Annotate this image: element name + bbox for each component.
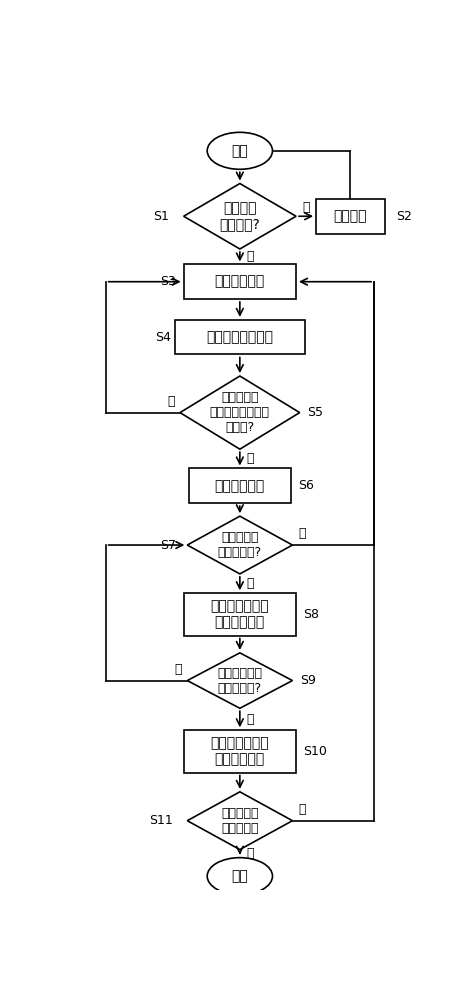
Text: 无线能量输送: 无线能量输送: [215, 275, 265, 289]
Text: 发出提示信息: 发出提示信息: [215, 479, 265, 493]
Text: 否: 否: [246, 577, 254, 590]
Text: S7: S7: [161, 539, 176, 552]
Text: 判断是否偏
离航线或已到达目
标机场?: 判断是否偏 离航线或已到达目 标机场?: [210, 391, 270, 434]
Text: 开始: 开始: [232, 144, 248, 158]
Text: S10: S10: [303, 745, 327, 758]
Bar: [316, 199, 385, 234]
Text: 判断飞机空间坐标: 判断飞机空间坐标: [206, 330, 273, 344]
Text: 判断是否降落
或恢复航线?: 判断是否降落 或恢复航线?: [217, 667, 263, 695]
Bar: [183, 593, 296, 636]
Bar: [175, 320, 305, 354]
Text: 降低能量输送功
率，发出警告: 降低能量输送功 率，发出警告: [211, 599, 269, 629]
Text: S1: S1: [153, 210, 169, 223]
Text: S5: S5: [307, 406, 323, 419]
Text: S4: S4: [155, 331, 171, 344]
Text: 是: 是: [298, 803, 306, 816]
Text: 是: 是: [175, 663, 182, 676]
Text: 否: 否: [246, 713, 254, 726]
Text: 判断是否继
续能量输送?: 判断是否继 续能量输送?: [218, 531, 262, 559]
Text: 否: 否: [302, 201, 310, 214]
Polygon shape: [187, 653, 292, 708]
Text: S8: S8: [303, 608, 319, 621]
Text: S3: S3: [161, 275, 176, 288]
Polygon shape: [187, 792, 292, 850]
Text: 停止能量输送，
发送飞行记录: 停止能量输送， 发送飞行记录: [211, 736, 269, 766]
Ellipse shape: [207, 132, 272, 169]
Bar: [189, 468, 291, 503]
Polygon shape: [180, 376, 300, 449]
Polygon shape: [183, 184, 296, 249]
Bar: [183, 730, 296, 773]
Text: 系统空闲: 系统空闲: [334, 209, 367, 223]
Text: S11: S11: [149, 814, 173, 827]
Bar: [183, 264, 296, 299]
Polygon shape: [187, 516, 292, 574]
Text: 否: 否: [246, 847, 254, 860]
Text: 是: 是: [246, 250, 254, 263]
Text: 判断是否恢
复能量输送: 判断是否恢 复能量输送: [221, 807, 259, 835]
Text: 否: 否: [167, 395, 175, 408]
Text: 是: 是: [298, 527, 306, 540]
Text: 判断飞机
是否起飞?: 判断飞机 是否起飞?: [219, 201, 260, 231]
Text: S6: S6: [298, 479, 314, 492]
Ellipse shape: [207, 858, 272, 895]
Text: 结束: 结束: [232, 869, 248, 883]
Text: S9: S9: [300, 674, 315, 687]
Text: 是: 是: [246, 452, 254, 465]
Text: S2: S2: [396, 210, 412, 223]
